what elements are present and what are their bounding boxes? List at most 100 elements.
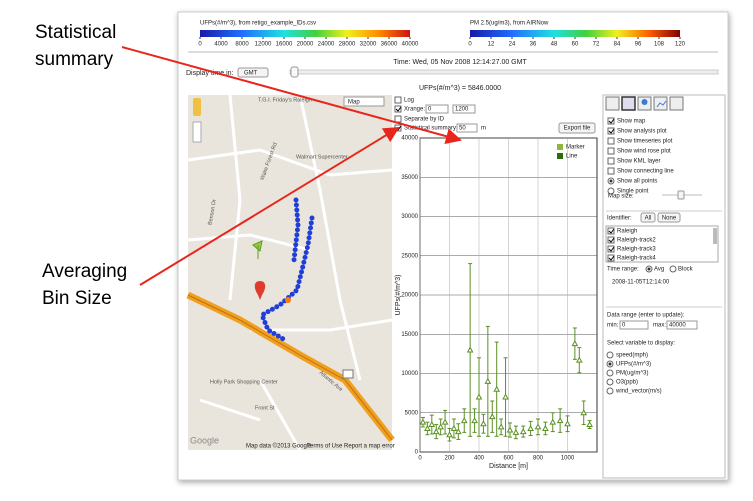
checkbox[interactable] [607, 254, 615, 262]
id-label: Raleigh [617, 229, 637, 235]
min-input[interactable] [619, 320, 649, 330]
ufp-scale-title: UFPs(#/m^3), from retigo_example_IDs.csv [200, 21, 316, 27]
map-roads [187, 94, 393, 451]
marker [419, 418, 427, 425]
option-label: Single point [617, 189, 649, 195]
option-label: Show all points [617, 179, 657, 185]
checkbox[interactable] [607, 147, 615, 155]
marker [455, 428, 462, 435]
marker [493, 385, 501, 392]
marker [527, 424, 534, 431]
zoom-control[interactable] [192, 121, 202, 143]
checkbox[interactable] [607, 137, 615, 145]
track-point-highlight [285, 297, 291, 303]
marker [556, 417, 564, 424]
colorbar-tick-label: 12000 [255, 42, 272, 48]
scrollbar[interactable] [713, 228, 717, 244]
y-tick-label: 10000 [401, 371, 418, 377]
marker [466, 346, 474, 353]
annotation-arrow [121, 46, 462, 144]
display-time-label: Display time in: [186, 70, 234, 77]
checkbox[interactable] [607, 236, 615, 244]
map-size-handle[interactable] [677, 190, 685, 200]
map-label: Benson Dr [207, 199, 217, 226]
xrange-checkbox[interactable] [394, 105, 402, 113]
none-label: None [662, 216, 677, 222]
checkmark [608, 228, 615, 234]
colorbar-tick-label: 48 [551, 42, 558, 48]
checkbox[interactable] [607, 167, 615, 175]
y-tick-label: 25000 [401, 253, 418, 259]
bin-size-input[interactable] [456, 123, 478, 133]
xrange-max-input[interactable] [452, 104, 476, 114]
checkmark [608, 255, 615, 261]
pegman[interactable] [193, 98, 201, 116]
y-tick-label: 5000 [405, 410, 419, 416]
map-label: Walmart Supercenter [296, 154, 348, 160]
colorbar-tick-label: 0 [468, 42, 472, 48]
none-button[interactable] [657, 212, 681, 223]
checkbox[interactable] [607, 245, 615, 253]
map-footer[interactable]: Report a map error [344, 444, 395, 450]
icon-home[interactable] [605, 96, 620, 111]
map-type-value: Map [348, 100, 360, 106]
time-slider[interactable] [289, 69, 719, 75]
timezone-select[interactable] [237, 67, 269, 78]
log-checkbox[interactable] [394, 96, 402, 104]
all-button[interactable] [640, 212, 656, 223]
radio[interactable] [669, 265, 677, 273]
map-footer[interactable]: Terms of Use [307, 444, 343, 450]
legend-swatch [557, 153, 563, 159]
export-button[interactable] [558, 122, 596, 134]
x-tick-label: 200 [444, 456, 455, 462]
icon-table[interactable] [669, 96, 684, 111]
annotation: Averaging [42, 261, 127, 282]
marker [446, 431, 453, 438]
time-range-label: Time range: [607, 267, 639, 273]
marker [497, 423, 505, 430]
checkbox[interactable] [607, 117, 615, 125]
colorbar-tick-label: 0 [198, 42, 202, 48]
colorbar-tick-label: 36 [530, 42, 537, 48]
radio[interactable] [606, 378, 614, 386]
marker [480, 420, 487, 427]
marker [586, 420, 593, 428]
max-input[interactable] [666, 320, 698, 330]
bin-size: 50 [459, 126, 466, 132]
time-display: Time: Wed, 05 Nov 2008 12:14:27.00 GMT [393, 59, 527, 66]
option-label: Show connecting line [617, 169, 674, 175]
id-list[interactable] [605, 225, 719, 263]
colorbar-tick-label: 96 [635, 42, 642, 48]
panel-border [602, 94, 726, 479]
marker [432, 428, 440, 435]
checkbox[interactable] [607, 127, 615, 135]
annotation: Statistical [35, 22, 116, 43]
time-slider-handle[interactable] [290, 66, 299, 78]
radio[interactable] [606, 387, 614, 395]
radio[interactable] [606, 369, 614, 377]
radio[interactable] [606, 351, 614, 359]
identifier-label: Identifier: [607, 216, 632, 222]
map-type-select[interactable] [343, 96, 385, 107]
icon-settings[interactable] [621, 96, 636, 111]
google-logo: Google [190, 435, 219, 445]
map[interactable]: Map [186, 94, 395, 451]
colorbar-tick-label: 24000 [318, 42, 335, 48]
colorbar-tick-label: 20000 [297, 42, 314, 48]
xrange-min-input[interactable] [425, 104, 449, 114]
checkbox[interactable] [607, 157, 615, 165]
separate-label: Separate by ID [404, 117, 445, 123]
option-label: Show map [617, 119, 646, 125]
min-value: 0 [622, 323, 626, 329]
analysis-plot: 0500010000150002000025000300003500040000… [395, 136, 598, 470]
radio[interactable] [607, 187, 615, 195]
y-tick-label: 20000 [401, 293, 418, 299]
colorbar-tick-label: 36000 [381, 42, 398, 48]
checkbox[interactable] [607, 227, 615, 235]
separate-checkbox[interactable] [394, 115, 402, 123]
checkmark [608, 237, 615, 243]
bus-icon [342, 369, 354, 379]
map-size-label: Map size: [608, 194, 634, 200]
colorbar-tick-label: 24 [509, 42, 516, 48]
id-label: Raleigh-track2 [617, 238, 656, 244]
